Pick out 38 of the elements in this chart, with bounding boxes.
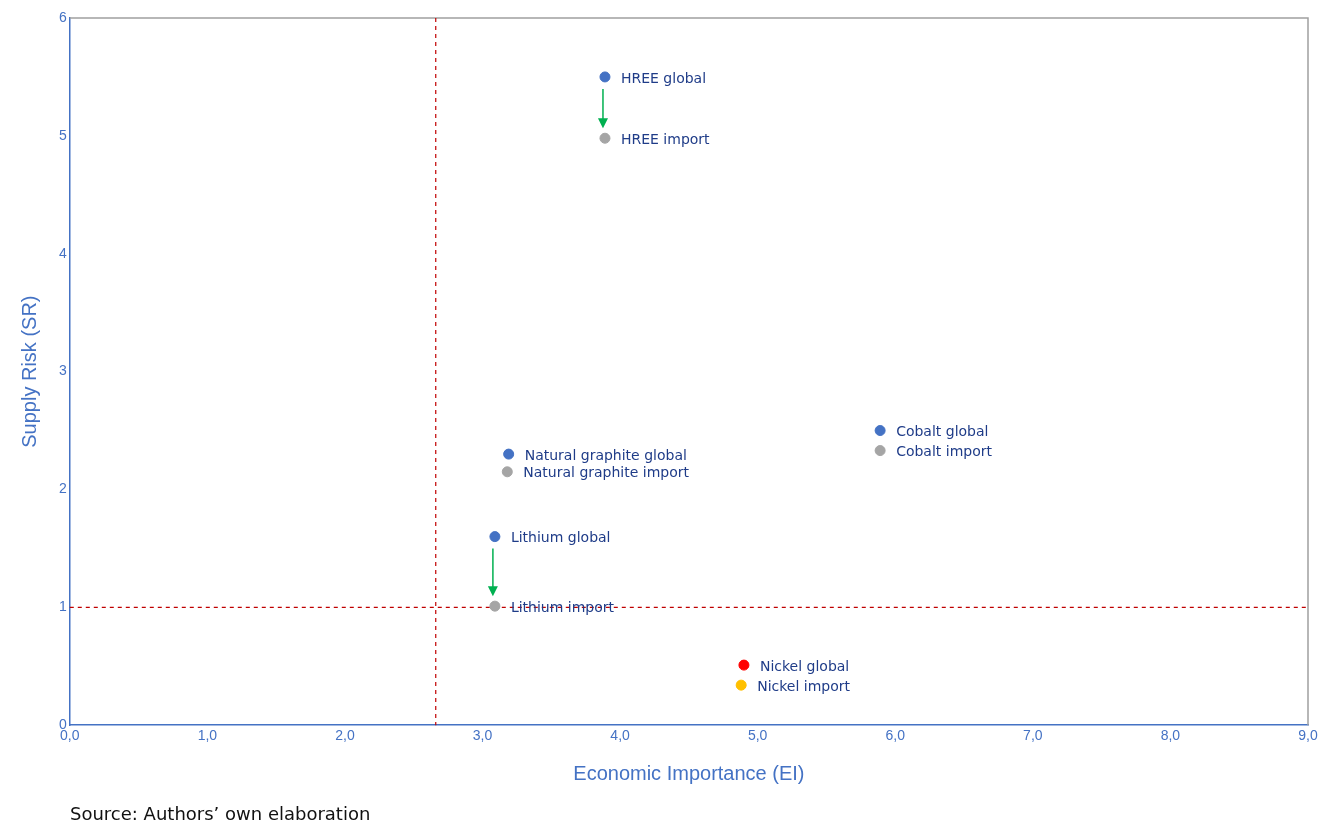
y-tick-label: 3 [58,362,67,379]
point [599,132,611,144]
x-tick-label: 6,0 [885,727,906,744]
series-label: Natural graphite global [524,446,687,463]
point [489,531,501,543]
point [874,425,886,437]
y-tick-label: 2 [58,480,67,497]
x-tick-label: 8,0 [1160,727,1181,744]
x-tick-label: 7,0 [1023,727,1043,744]
x-tick-label: 2,0 [335,727,355,744]
y-tick-label: 1 [58,598,67,615]
x-tick-label: 4,0 [610,727,631,744]
x-axis-title: Economic Importance (EI) [573,761,805,784]
series-label: Nickel global [759,657,850,674]
point [501,466,513,478]
series-label: HREE import [620,130,711,147]
y-tick-label: 4 [58,244,67,261]
series-label: Cobalt global [896,423,989,440]
point [599,71,611,83]
x-tick-label: 5,0 [747,727,768,744]
source-note: Source: Authors’ own elaboration [70,803,371,824]
point [735,679,747,691]
series-label: HREE global [620,69,707,86]
point [503,448,515,460]
series-label: Natural graphite import [523,464,690,481]
y-tick-label: 6 [58,8,67,25]
x-tick-label: 1,0 [197,727,218,744]
series-label: Lithium import [510,598,615,615]
series-label: Cobalt import [896,443,993,460]
point [489,600,501,612]
point [738,659,750,671]
point [874,445,886,457]
x-tick-label: 3,0 [472,727,493,744]
x-tick-label: 9,0 [1298,727,1318,744]
y-tick-label: 5 [58,126,67,143]
y-axis-title: Supply Risk (SR) [17,295,40,448]
series-label: Lithium global [510,529,611,546]
series-label: Nickel import [757,677,851,694]
